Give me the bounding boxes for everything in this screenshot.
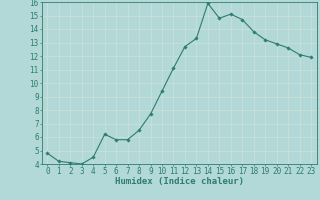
X-axis label: Humidex (Indice chaleur): Humidex (Indice chaleur) bbox=[115, 177, 244, 186]
